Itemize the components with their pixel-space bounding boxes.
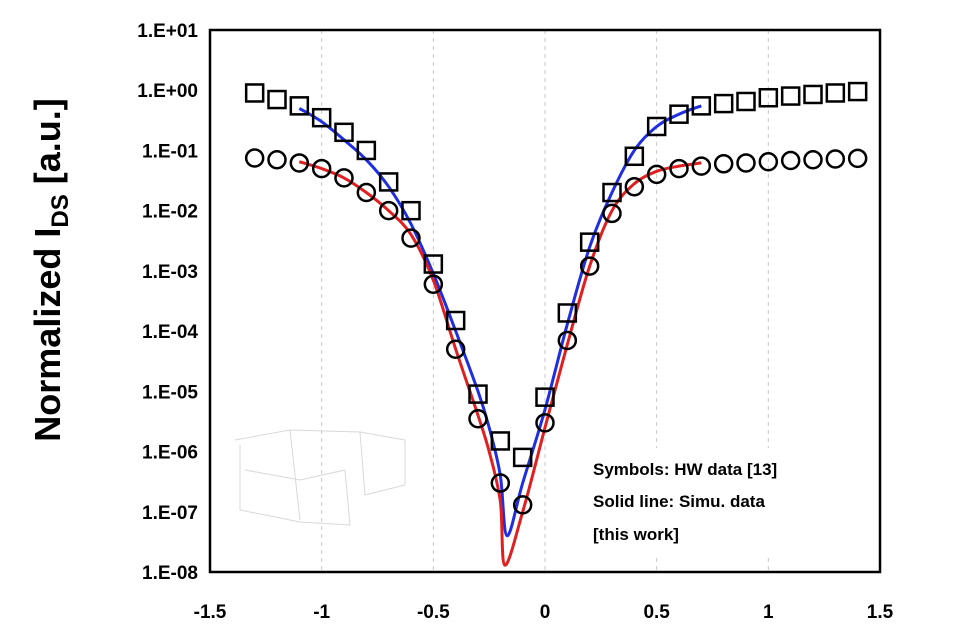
circle-marker (334, 168, 354, 188)
x-tick-label: -0.5 (417, 602, 450, 623)
annotation-line-1: Symbols: HW data [13] (593, 460, 777, 479)
circle-marker (267, 150, 287, 170)
square-marker (512, 447, 533, 468)
y-tick-label: 1.E-03 (142, 262, 198, 283)
y-tick-label: 1.E-04 (142, 322, 198, 343)
square-marker (825, 83, 846, 103)
y-tick-label: 1.E+01 (137, 21, 198, 42)
circle-marker (669, 158, 689, 179)
square-marker (624, 146, 645, 167)
circle-marker (624, 176, 645, 197)
x-tick-label: 1.5 (867, 602, 894, 623)
sim-line (298, 160, 702, 567)
x-tick-labels: -1.5 -1 -0.5 0 0.5 1 1.5 (194, 602, 894, 623)
plot-frame (208, 28, 882, 574)
circle-marker (713, 154, 734, 174)
square-marker (401, 200, 421, 221)
square-marker (803, 84, 823, 105)
y-tick-label: 1.E-08 (142, 563, 198, 584)
circle-marker (736, 153, 756, 173)
y-tick-label: 1.E-06 (142, 443, 198, 464)
y-tick-label: 1.E-07 (142, 503, 198, 524)
square-marker (691, 96, 712, 116)
circle-marker (423, 274, 444, 294)
square-marker (713, 93, 734, 114)
circle-marker (244, 148, 265, 168)
annotation-box: Symbols: HW data [13] Solid line: Simu. … (580, 448, 868, 558)
circle-marker (445, 339, 466, 359)
square-marker (780, 86, 801, 106)
square-marker (311, 107, 332, 128)
circle-marker (825, 149, 846, 169)
square-marker (847, 81, 868, 102)
square-marker (334, 122, 354, 143)
y-tick-labels: 1.E+01 1.E+00 1.E-01 1.E-02 1.E-03 1.E-04 1.E-… (137, 21, 198, 584)
x-tick-label: 0.5 (643, 602, 670, 623)
y-tick-label: 1.E+00 (137, 81, 198, 102)
y-tick-label: 1.E-05 (142, 382, 198, 403)
circle-marker (356, 182, 377, 203)
y-axis-label: Normalized IDS [a.u.] (27, 98, 74, 441)
circle-marker (512, 495, 533, 515)
square-marker (758, 87, 779, 108)
circle-marker (557, 330, 578, 351)
circle-marker (646, 164, 667, 185)
circle-marker (691, 156, 712, 176)
hw-data-markers (244, 81, 868, 515)
square-marker (535, 387, 555, 407)
circle-marker (847, 148, 868, 169)
square-marker (445, 310, 466, 331)
square-marker (579, 232, 600, 252)
square-marker (557, 303, 578, 323)
x-tick-label: 1 (763, 602, 774, 623)
circle-marker (780, 150, 801, 171)
circle-marker (468, 409, 488, 429)
x-tick-label: -1 (313, 602, 330, 623)
square-marker (289, 96, 310, 116)
square-marker (356, 140, 377, 161)
square-marker (468, 384, 488, 404)
square-marker (267, 89, 287, 110)
circle-marker (535, 413, 555, 433)
square-marker (669, 104, 689, 124)
watermark (234, 429, 406, 526)
y-tick-label: 1.E-01 (142, 141, 198, 162)
square-marker (602, 182, 622, 203)
circle-marker (803, 150, 823, 170)
x-tick-label: 0 (540, 602, 551, 623)
circle-marker (289, 153, 310, 173)
square-marker (490, 431, 511, 451)
circle-marker (758, 151, 779, 172)
annotation-line-3: [this work] (593, 525, 679, 544)
square-marker (646, 116, 667, 137)
square-marker (378, 172, 399, 192)
x-tick-label: -1.5 (194, 602, 227, 623)
circle-marker (378, 200, 399, 221)
circle-marker (401, 228, 421, 248)
circle-marker (602, 203, 622, 224)
square-marker (736, 91, 756, 112)
square-marker (423, 254, 444, 274)
circle-marker (311, 158, 332, 179)
annotation-line-2: Solid line: Simu. data (593, 492, 765, 511)
circle-marker (579, 256, 600, 276)
circle-marker (490, 473, 511, 493)
y-tick-label: 1.E-02 (142, 202, 198, 223)
square-marker (244, 83, 265, 103)
